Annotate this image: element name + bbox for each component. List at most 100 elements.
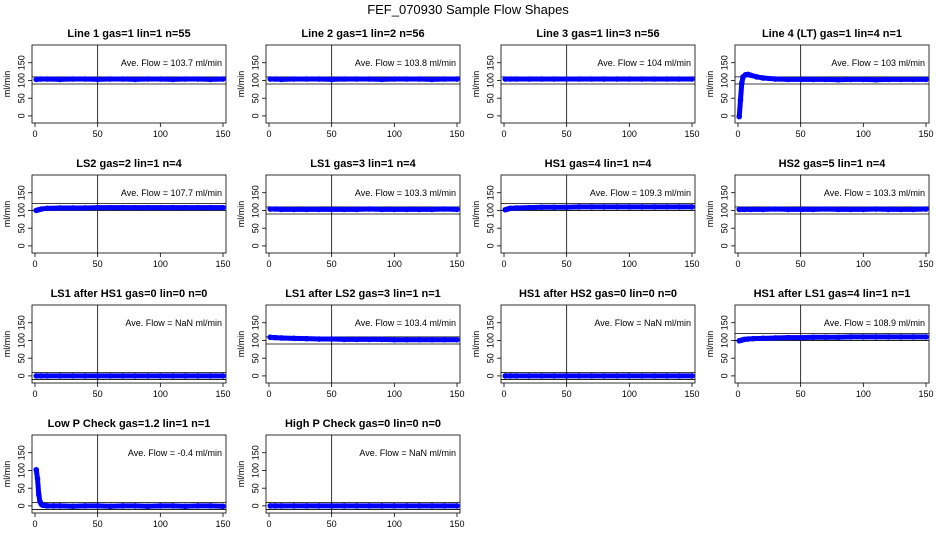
data-point <box>33 76 40 83</box>
data-point <box>353 503 360 509</box>
panel-title: Line 2 gas=1 lin=2 n=56 <box>301 28 424 40</box>
data-point <box>94 373 101 379</box>
data-point <box>847 76 854 83</box>
data-point <box>885 334 892 340</box>
data-point <box>626 76 633 82</box>
x-tick-label: 0 <box>32 519 37 529</box>
y-tick-label: 50 <box>719 353 729 363</box>
data-point <box>291 335 297 342</box>
data-point <box>44 503 51 509</box>
data-point <box>860 206 867 213</box>
y-tick-label: 100 <box>16 203 26 218</box>
plot-frame <box>500 174 696 254</box>
data-point <box>676 373 683 379</box>
data-point <box>404 503 410 509</box>
y-tick-label: 50 <box>485 93 495 103</box>
panel-9: LS1 after HS1 gas=0 lin=0 n=0 ml/min 0 50 10… <box>2 288 231 399</box>
data-point <box>416 76 423 82</box>
data-point <box>119 76 126 82</box>
y-tick-label: 100 <box>719 73 729 88</box>
data-point <box>441 336 448 343</box>
panel-title: High P Check gas=0 lin=0 n=0 <box>285 418 441 430</box>
y-tick-label: 0 <box>719 373 729 378</box>
y-axis-label: ml/min <box>236 71 246 98</box>
y-tick-label: 50 <box>485 353 495 363</box>
x-tick-label: 50 <box>562 129 572 139</box>
y-tick-label: 0 <box>719 113 729 118</box>
data-point <box>639 76 645 82</box>
data-point <box>454 206 460 213</box>
data-point <box>207 373 214 379</box>
data-point <box>207 503 214 509</box>
data-point <box>898 334 904 340</box>
data-point <box>50 503 57 509</box>
x-tick-label: 0 <box>266 389 271 399</box>
x-tick-label: 150 <box>684 259 699 269</box>
y-tick-label: 150 <box>719 185 729 200</box>
data-point <box>576 204 583 210</box>
data-point <box>328 503 335 509</box>
figure-title: FEF_070930 Sample Flow Shapes <box>367 2 569 17</box>
data-point <box>785 334 791 341</box>
data-point <box>797 76 804 83</box>
data-point <box>57 373 63 379</box>
y-tick-label: 150 <box>16 185 26 200</box>
data-point <box>207 76 214 83</box>
data-point <box>220 204 226 211</box>
x-tick-label: 100 <box>622 389 637 399</box>
data-point <box>747 206 754 213</box>
panel-title: LS1 gas=3 lin=1 n=4 <box>310 158 416 170</box>
data-point <box>272 206 279 212</box>
x-tick-label: 0 <box>32 259 37 269</box>
data-point <box>353 336 360 343</box>
y-tick-label: 0 <box>719 243 729 248</box>
x-tick-label: 100 <box>387 519 402 529</box>
data-point <box>847 206 854 213</box>
panel-12: HS1 after LS1 gas=4 lin=1 n=1 ml/min 0 50 10… <box>705 288 934 399</box>
data-point <box>753 74 760 80</box>
data-point <box>588 76 595 82</box>
data-point <box>454 503 460 509</box>
data-point <box>760 335 766 342</box>
panel-title: HS1 gas=4 lin=1 n=4 <box>545 158 653 170</box>
data-point <box>664 76 670 82</box>
x-tick-label: 50 <box>327 259 337 269</box>
y-tick-label: 0 <box>16 373 26 378</box>
y-tick-label: 0 <box>485 113 495 118</box>
x-tick-label: 0 <box>501 129 506 139</box>
data-point <box>35 206 42 213</box>
data-point <box>57 503 63 509</box>
data-point <box>170 503 176 509</box>
y-axis-label: ml/min <box>2 71 12 98</box>
x-tick-label: 100 <box>387 389 402 399</box>
data-point <box>538 204 545 211</box>
data-point <box>182 503 189 510</box>
data-point <box>416 206 423 213</box>
data-point <box>145 373 151 379</box>
x-tick-label: 150 <box>918 259 933 269</box>
y-tick-label: 150 <box>16 445 26 460</box>
data-point <box>651 204 658 210</box>
data-point <box>341 76 348 82</box>
y-tick-label: 50 <box>719 93 729 103</box>
data-point <box>267 76 274 82</box>
y-tick-label: 0 <box>250 243 260 248</box>
y-tick-label: 50 <box>16 483 26 493</box>
y-tick-label: 150 <box>250 55 260 70</box>
data-point <box>923 206 929 212</box>
avg-flow-annotation: Ave. Flow = 103.4 ml/min <box>355 318 456 328</box>
data-point <box>873 76 879 83</box>
x-tick-label: 150 <box>684 389 699 399</box>
data-point <box>366 206 373 212</box>
panel-4: Line 4 (LT) gas=1 lin=4 n=1 ml/min 0 50 100 1… <box>705 28 934 139</box>
data-point <box>328 206 335 213</box>
x-tick-label: 50 <box>93 129 103 139</box>
data-point <box>441 503 448 509</box>
data-point <box>303 335 310 342</box>
data-point <box>378 76 385 83</box>
data-point <box>267 206 274 212</box>
panel-7: HS1 gas=4 lin=1 n=4 ml/min 0 50 100 150 0 50 100… <box>471 158 700 269</box>
data-point <box>119 373 126 379</box>
data-point <box>82 76 88 82</box>
data-point <box>736 338 743 344</box>
